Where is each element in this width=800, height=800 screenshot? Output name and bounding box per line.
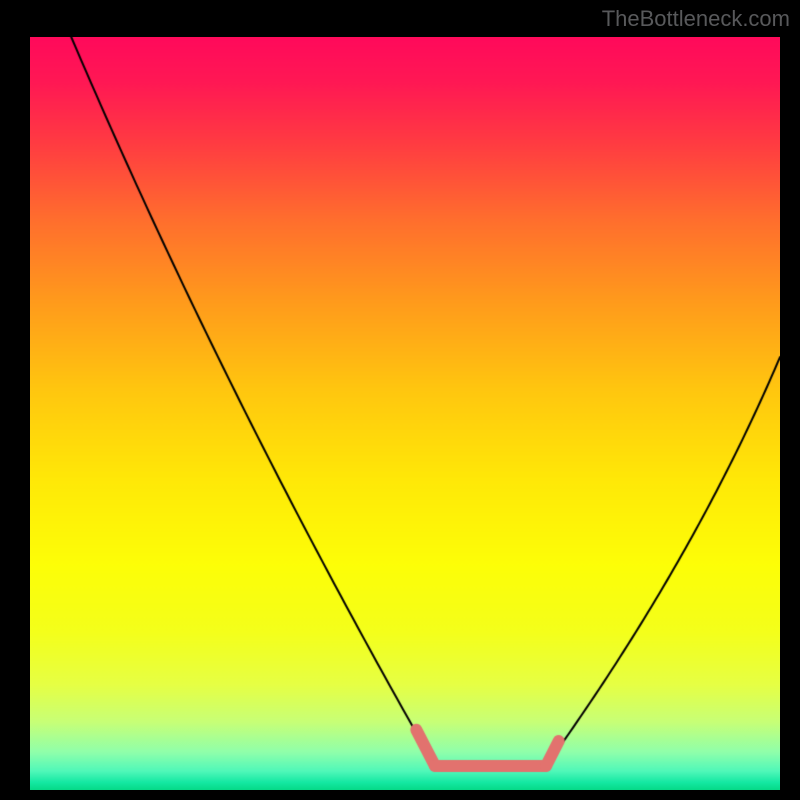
chart-stage: TheBottleneck.com — [0, 0, 800, 800]
attribution-label: TheBottleneck.com — [602, 6, 790, 32]
bottleneck-chart-canvas — [30, 37, 780, 790]
